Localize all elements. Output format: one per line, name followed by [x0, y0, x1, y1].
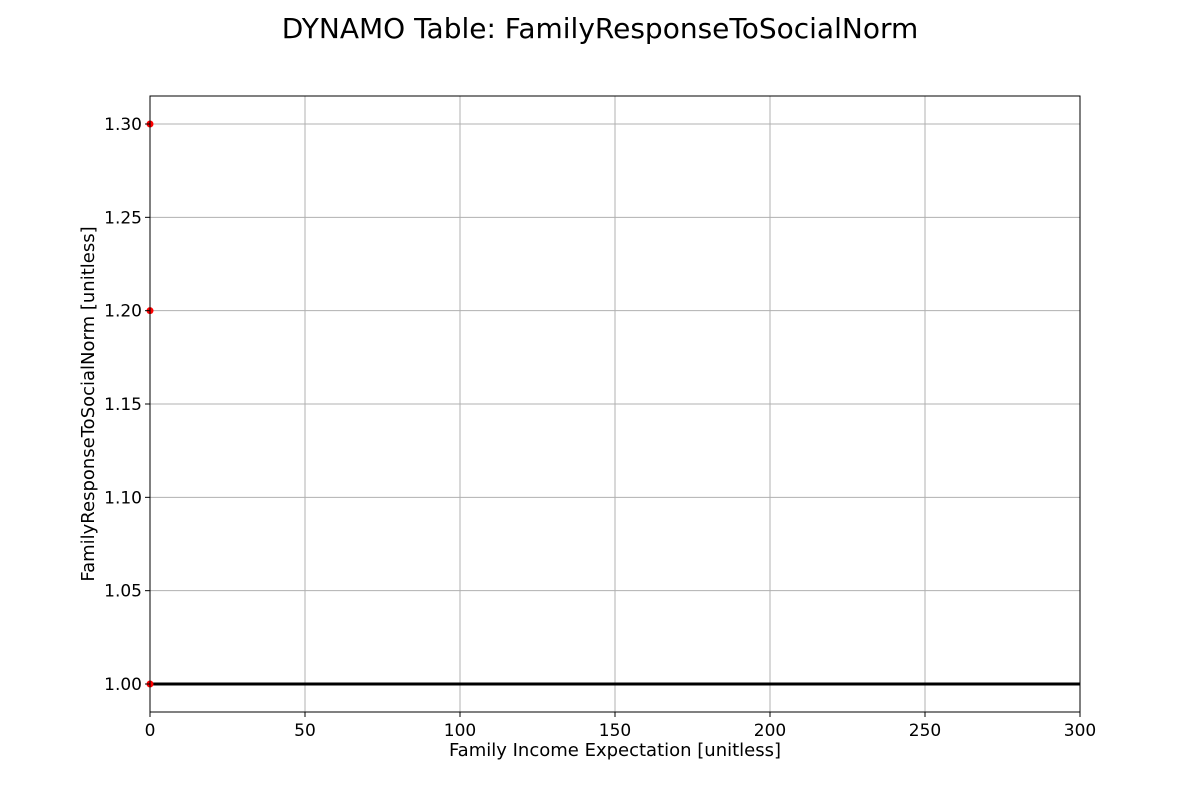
x-tick-label: 50 — [294, 721, 316, 741]
y-axis: 1.00 1.05 1.10 1.15 1.20 1.25 1.30 — [104, 115, 150, 695]
x-tick-label: 300 — [1064, 721, 1096, 741]
x-tick-label: 0 — [145, 721, 156, 741]
x-axis-label: Family Income Expectation [unitless] — [449, 740, 781, 761]
y-tick-label: 1.10 — [104, 488, 142, 508]
y-tick-label: 1.15 — [104, 395, 142, 415]
y-tick-label: 1.00 — [104, 675, 142, 695]
y-tick-label: 1.25 — [104, 208, 142, 228]
x-axis: 0 50 100 150 200 250 300 — [145, 712, 1096, 741]
grid — [149, 96, 1081, 712]
y-axis-label: FamilyResponseToSocialNorm [unitless] — [78, 226, 99, 581]
x-tick-label: 150 — [599, 721, 631, 741]
x-tick-label: 100 — [444, 721, 476, 741]
x-tick-label: 250 — [909, 721, 941, 741]
y-tick-label: 1.20 — [104, 302, 142, 322]
y-tick-label: 1.30 — [104, 115, 142, 135]
plot-area — [146, 120, 1080, 688]
chart-title: DYNAMO Table: FamilyResponseToSocialNorm — [282, 12, 919, 45]
x-tick-label: 200 — [754, 721, 786, 741]
y-tick-label: 1.05 — [104, 582, 142, 602]
